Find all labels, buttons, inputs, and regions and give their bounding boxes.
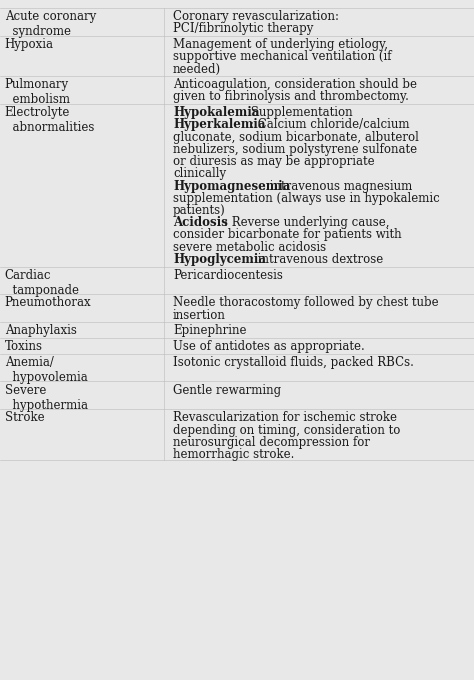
Text: depending on timing, consideration to: depending on timing, consideration to	[173, 424, 404, 437]
Text: nebulizers, sodium polystyrene sulfonate: nebulizers, sodium polystyrene sulfonate	[173, 143, 421, 156]
Text: Hypomagnesemia: Hypomagnesemia	[173, 180, 291, 192]
Text: supportive mechanical ventilation (if: supportive mechanical ventilation (if	[173, 50, 395, 63]
Text: Management of underlying etiology,: Management of underlying etiology,	[173, 38, 392, 51]
Text: Hyperkalemia: Hyperkalemia	[173, 118, 265, 131]
Text: Use of antidotes as appropriate.: Use of antidotes as appropriate.	[173, 340, 365, 353]
Text: hemorrhagic stroke.: hemorrhagic stroke.	[173, 448, 294, 461]
Text: Coronary revascularization:: Coronary revascularization:	[173, 10, 343, 23]
Text: : intravenous dextrose: : intravenous dextrose	[249, 253, 383, 266]
Text: Hypokalemia: Hypokalemia	[173, 106, 259, 119]
Text: given to fibrinolysis and thrombectomy.: given to fibrinolysis and thrombectomy.	[173, 90, 409, 103]
Text: : Reverse underlying cause,: : Reverse underlying cause,	[224, 216, 393, 229]
Text: needed): needed)	[173, 63, 221, 75]
Text: Toxins: Toxins	[5, 340, 43, 353]
Text: Revascularization for ischemic stroke: Revascularization for ischemic stroke	[173, 411, 401, 424]
Text: Hypoglycemia: Hypoglycemia	[173, 253, 266, 266]
Text: severe metabolic acidosis: severe metabolic acidosis	[173, 241, 326, 254]
Text: gluconate, sodium bicarbonate, albuterol: gluconate, sodium bicarbonate, albuterol	[173, 131, 423, 143]
Text: Cardiac
  tamponade: Cardiac tamponade	[5, 269, 79, 296]
Text: Anemia/
  hypovolemia: Anemia/ hypovolemia	[5, 356, 88, 384]
Text: clinically: clinically	[173, 167, 226, 180]
Text: Severe
  hypothermia: Severe hypothermia	[5, 384, 88, 411]
Text: Pericardiocentesis: Pericardiocentesis	[173, 269, 283, 282]
Text: Acute coronary
  syndrome: Acute coronary syndrome	[5, 10, 96, 38]
Text: : Supplementation: : Supplementation	[243, 106, 353, 119]
Text: Anticoagulation, consideration should be: Anticoagulation, consideration should be	[173, 78, 421, 91]
Text: neurosurgical decompression for: neurosurgical decompression for	[173, 436, 374, 449]
Text: Gentle rewarming: Gentle rewarming	[173, 384, 281, 396]
Text: Pulmonary
  embolism: Pulmonary embolism	[5, 78, 70, 106]
Text: patients): patients)	[173, 204, 226, 217]
Text: Needle thoracostomy followed by chest tube: Needle thoracostomy followed by chest tu…	[173, 296, 442, 309]
Text: Anaphylaxis: Anaphylaxis	[5, 324, 77, 337]
Text: Isotonic crystalloid fluids, packed RBCs.: Isotonic crystalloid fluids, packed RBCs…	[173, 356, 414, 369]
Text: Pneumothorax: Pneumothorax	[5, 296, 91, 309]
Text: Stroke: Stroke	[5, 411, 45, 424]
Text: Epinephrine: Epinephrine	[173, 324, 246, 337]
Text: Hypoxia: Hypoxia	[5, 38, 54, 51]
Text: supplementation (always use in hypokalemic: supplementation (always use in hypokalem…	[173, 192, 444, 205]
Text: : Calcium chloride/calcium: : Calcium chloride/calcium	[249, 118, 413, 131]
Text: Electrolyte
  abnormalities: Electrolyte abnormalities	[5, 106, 94, 134]
Text: consider bicarbonate for patients with: consider bicarbonate for patients with	[173, 228, 405, 241]
Text: insertion: insertion	[173, 309, 226, 322]
Text: : intravenous magnesium: : intravenous magnesium	[262, 180, 416, 192]
Text: or diuresis as may be appropriate: or diuresis as may be appropriate	[173, 155, 378, 168]
Text: Acidosis: Acidosis	[173, 216, 228, 229]
Text: PCI/fibrinolytic therapy: PCI/fibrinolytic therapy	[173, 22, 313, 35]
